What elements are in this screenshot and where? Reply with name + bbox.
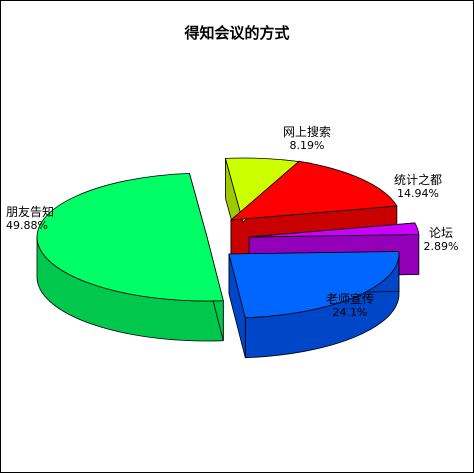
chart-title: 得知会议的方式 xyxy=(184,24,290,42)
slice-5-top xyxy=(228,251,400,319)
slice-2-percent-label: 8.19% xyxy=(290,139,325,152)
slice-3-top xyxy=(229,160,398,221)
slice-4-label: 论坛 xyxy=(429,226,453,240)
slice-1-top xyxy=(36,172,224,302)
slice-4-percent-label: 2.89% xyxy=(424,240,459,253)
slice-1-percent-label: 49.88% xyxy=(6,219,48,232)
slice-1-label: 朋友告知 xyxy=(6,205,54,219)
slice-5-percent-label: 24.1% xyxy=(333,306,368,319)
slice-3-label: 统计之都 xyxy=(394,173,442,187)
slice-5-label: 老师宣传 xyxy=(326,291,374,306)
slice-3-percent-label: 14.94% xyxy=(397,187,439,200)
slice-4-top xyxy=(248,222,420,238)
slice-2-label: 网上搜索 xyxy=(283,124,331,139)
